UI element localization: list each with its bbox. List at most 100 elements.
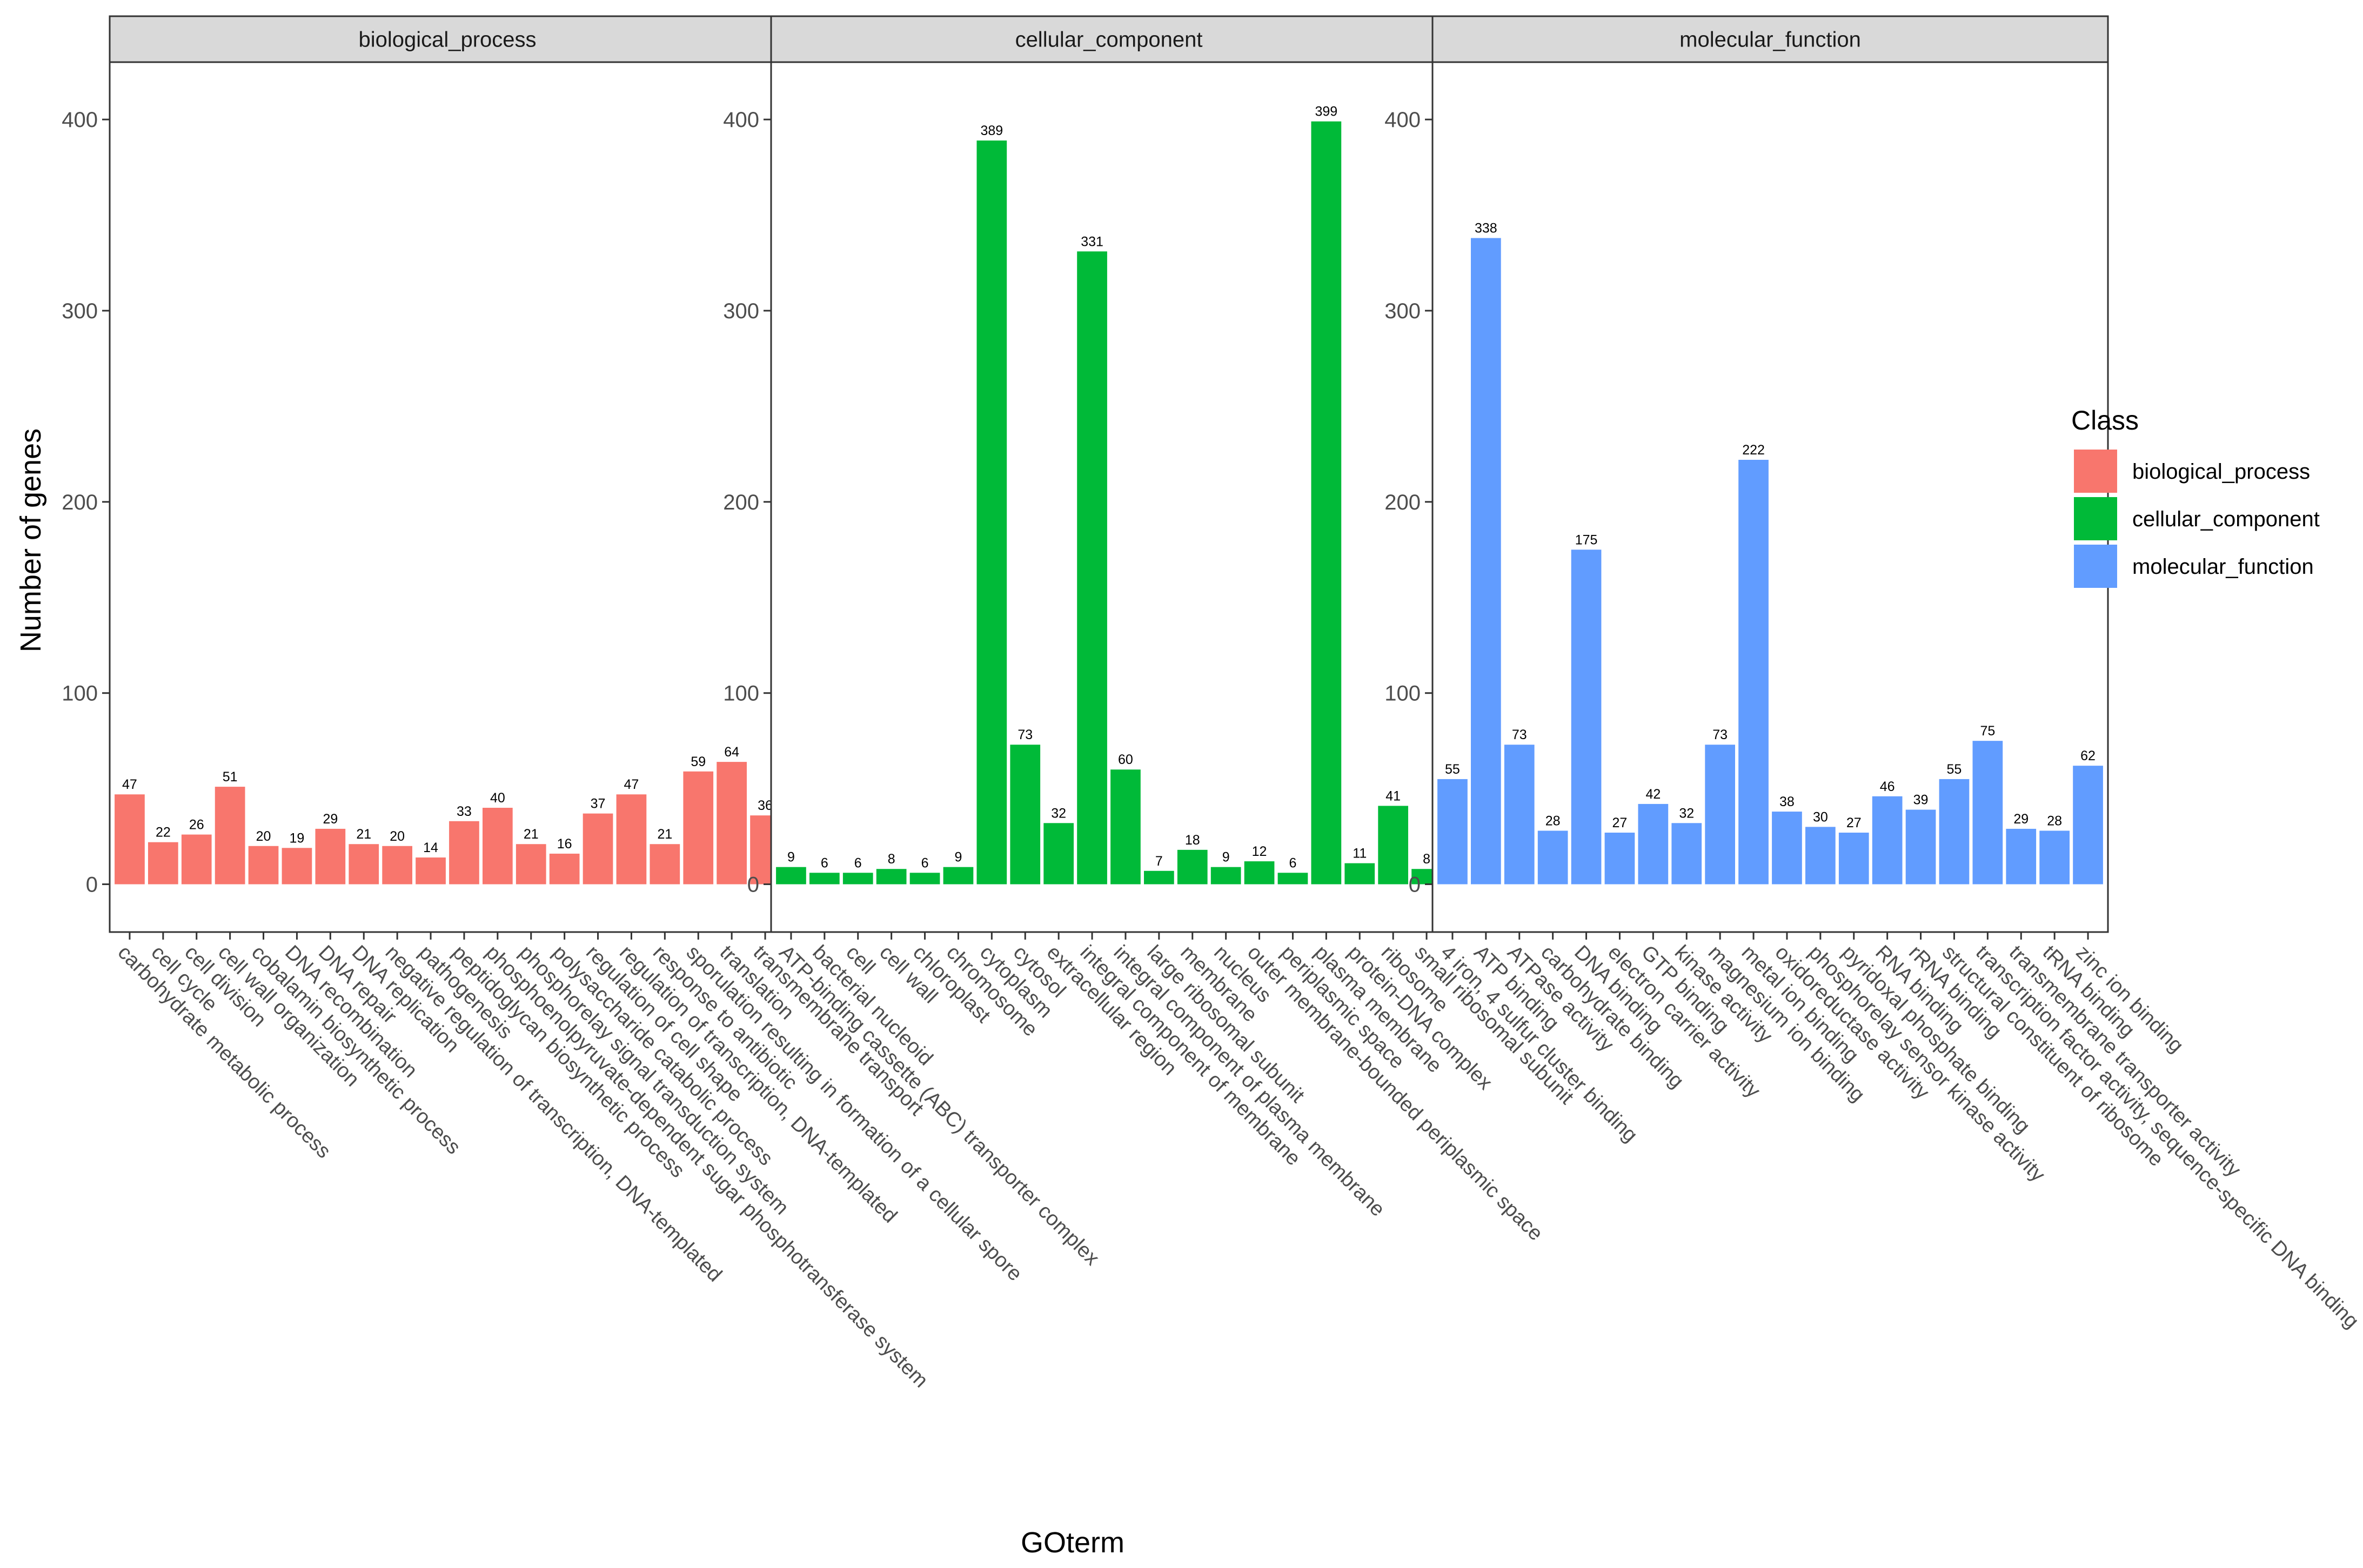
panel-border: [770, 61, 1448, 933]
data-label: 338: [1475, 221, 1497, 236]
bar: [1504, 745, 1535, 884]
data-label: 28: [2047, 813, 2062, 828]
data-label: 6: [1289, 855, 1296, 870]
bar: [909, 873, 940, 884]
legend-label: cellular_component: [2132, 507, 2320, 531]
bar: [2073, 766, 2103, 884]
bar: [1838, 833, 1869, 884]
bar: [1905, 809, 1936, 884]
data-label: 6: [921, 855, 929, 870]
y-axis-title: Number of genes: [15, 428, 47, 652]
bar: [717, 762, 747, 884]
data-label: 33: [457, 804, 472, 819]
bar: [976, 140, 1007, 884]
legend-key: [2074, 545, 2117, 588]
bar: [1311, 121, 1342, 884]
y-tick-label: 0: [747, 873, 759, 897]
bar: [181, 834, 212, 884]
data-label: 7: [1155, 854, 1163, 869]
facet-strip-label: cellular_component: [1015, 28, 1203, 52]
data-label: 29: [323, 812, 338, 827]
bar: [616, 794, 647, 884]
bar: [248, 846, 279, 884]
bar: [1210, 867, 1241, 884]
bar: [516, 844, 546, 884]
data-label: 27: [1846, 815, 1862, 830]
bar: [315, 828, 346, 884]
bar: [683, 771, 714, 884]
bar: [1705, 745, 1736, 884]
y-tick-label: 300: [1384, 299, 1421, 323]
bar: [1604, 833, 1635, 884]
data-label: 14: [423, 840, 438, 855]
data-label: 73: [1018, 727, 1033, 742]
bar: [1177, 849, 1208, 884]
bar: [1537, 830, 1568, 884]
data-label: 6: [854, 855, 862, 870]
data-label: 21: [524, 827, 539, 842]
bar: [876, 869, 907, 884]
y-tick-label: 100: [1384, 682, 1421, 706]
y-tick-label: 400: [723, 108, 759, 132]
data-label: 62: [2080, 748, 2096, 763]
data-label: 59: [691, 754, 706, 769]
data-label: 51: [223, 769, 238, 785]
x-axis-title: GOterm: [1021, 1526, 1124, 1559]
y-tick-label: 300: [723, 299, 759, 323]
data-label: 20: [390, 829, 405, 844]
data-label: 8: [888, 852, 895, 867]
y-tick-label: 400: [62, 108, 98, 132]
data-label: 40: [490, 790, 505, 806]
bar: [2039, 830, 2070, 884]
data-label: 22: [156, 825, 171, 840]
bar: [809, 873, 840, 884]
facet-strip-label: molecular_function: [1679, 28, 1861, 52]
legend: Class biological_process cellular_compone…: [2071, 405, 2320, 588]
data-label: 19: [290, 830, 305, 846]
bar: [449, 821, 479, 884]
bar: [1638, 803, 1669, 884]
bar: [1772, 812, 1802, 884]
bar: [1939, 779, 1970, 884]
bar: [215, 787, 245, 884]
data-label: 9: [1222, 850, 1230, 865]
bar: [1805, 827, 1836, 884]
data-label: 47: [122, 777, 137, 792]
data-label: 36: [758, 798, 773, 813]
y-tick-label: 0: [86, 873, 98, 897]
facet-strip-label: biological_process: [358, 28, 536, 52]
data-label: 32: [1679, 806, 1694, 821]
bar: [2006, 828, 2037, 884]
bar: [282, 848, 312, 884]
y-tick-label: 100: [62, 682, 98, 706]
data-label: 41: [1385, 788, 1401, 803]
data-label: 73: [1512, 727, 1527, 742]
bar: [382, 846, 413, 884]
bar: [1437, 779, 1468, 884]
data-label: 47: [624, 777, 639, 792]
data-label: 28: [1545, 813, 1561, 828]
legend-label: biological_process: [2132, 460, 2310, 484]
data-label: 30: [1813, 809, 1828, 825]
y-tick-label: 100: [723, 682, 759, 706]
data-label: 32: [1051, 806, 1066, 821]
facet-strip: [109, 15, 786, 63]
data-label: 12: [1252, 844, 1267, 859]
bar: [1872, 796, 1903, 884]
bar: [1277, 873, 1308, 884]
data-label: 222: [1742, 443, 1765, 458]
data-label: 21: [657, 827, 672, 842]
data-label: 60: [1118, 752, 1133, 767]
data-label: 29: [2013, 812, 2029, 827]
data-label: 11: [1353, 846, 1367, 861]
bar: [1077, 251, 1107, 884]
bar: [1043, 823, 1074, 884]
data-label: 46: [1880, 779, 1895, 794]
bar: [1972, 741, 2003, 884]
y-tick-label: 0: [1409, 873, 1421, 897]
bar: [148, 842, 178, 884]
legend-key: [2074, 450, 2117, 493]
data-label: 16: [557, 836, 572, 852]
data-label: 21: [356, 827, 371, 842]
